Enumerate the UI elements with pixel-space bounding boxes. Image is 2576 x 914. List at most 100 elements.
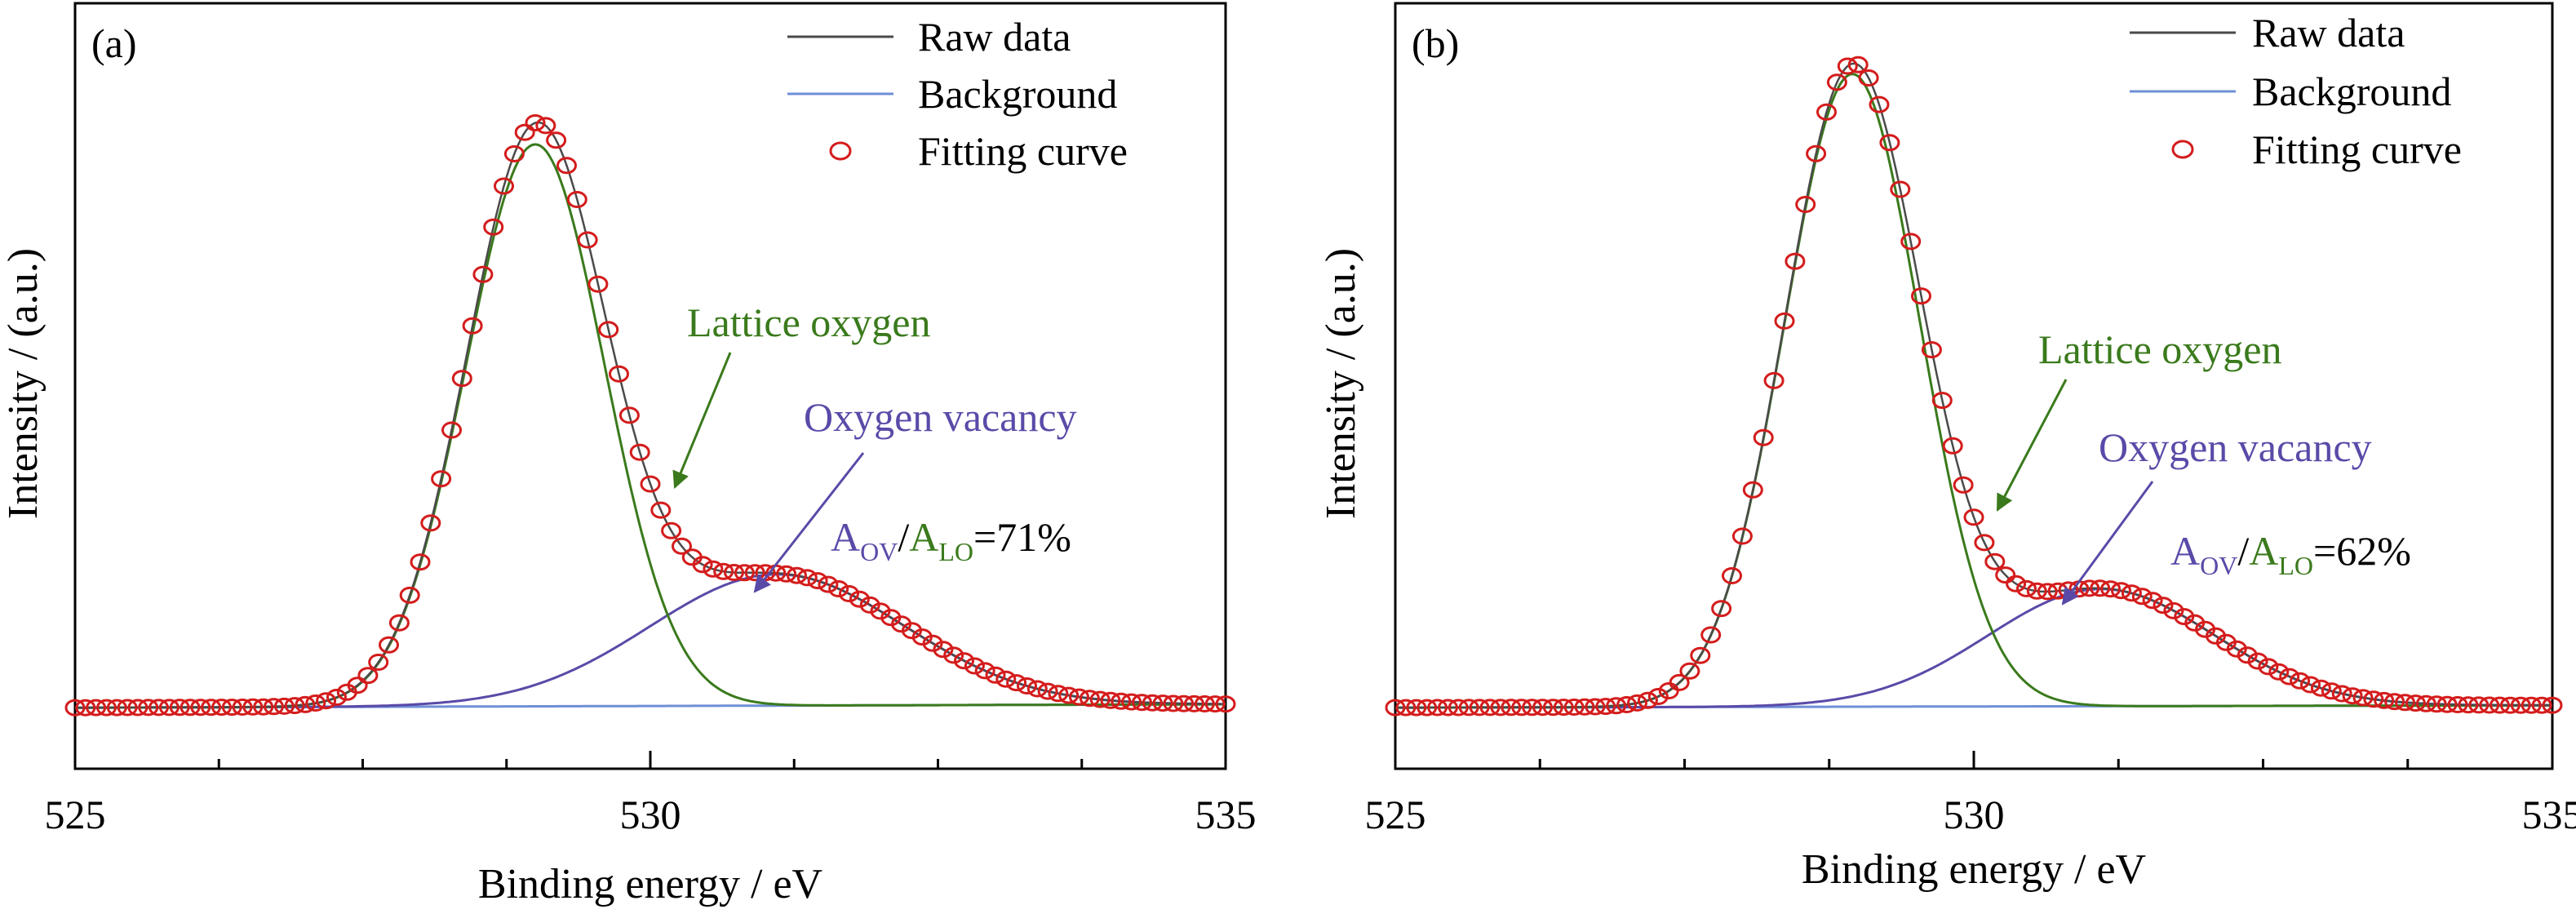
- fitting-curve-point: [211, 699, 232, 717]
- annotation-oxygen-vacancy: Oxygen vacancy: [2061, 424, 2372, 606]
- fitting-curve-point: [1026, 680, 1048, 698]
- fitting-curve-point: [347, 677, 368, 694]
- fitting-curve-point: [2374, 691, 2395, 709]
- fitting-curve-point: [420, 514, 441, 532]
- fitting-curve-point: [494, 177, 514, 195]
- fitting-curve-point: [1532, 699, 1553, 717]
- fitting-curve-point: [2468, 696, 2490, 714]
- legend-label-fitting-curve: Fitting curve: [2252, 126, 2462, 172]
- ratio-slash: /: [2237, 528, 2249, 574]
- fitting-curve-point: [1522, 699, 1543, 717]
- fitting-curve-point: [2237, 646, 2258, 664]
- fitting-curve-point: [985, 666, 1006, 684]
- fitting-curve-point: [242, 698, 264, 716]
- fitting-curve-point: [1479, 699, 1501, 717]
- x-axis: 525 530 535: [1365, 751, 2576, 837]
- fitting-curve-point: [1616, 696, 1638, 713]
- legend-label-background: Background: [918, 71, 1117, 117]
- x-tick-label: 535: [1195, 792, 1257, 837]
- fitting-curve-point: [1911, 287, 1931, 305]
- fitting-curve-point: [1184, 694, 1204, 712]
- x-tick-label: 530: [620, 792, 681, 837]
- annotation-lattice-oxygen: Lattice oxygen: [672, 299, 931, 489]
- fitting-curve-point: [713, 562, 734, 580]
- fitting-curve-point: [305, 694, 326, 712]
- fitting-curve-point: [1890, 180, 1911, 198]
- ratio-sub-lo: LO: [938, 537, 973, 566]
- fitting-curve-point: [368, 654, 389, 671]
- ratio-value: =62%: [2313, 528, 2411, 574]
- fitting-curve-point: [1194, 695, 1215, 712]
- fitting-curve-point: [2100, 580, 2122, 598]
- fitting-curve-point: [1142, 694, 1163, 712]
- fitting-curve-point: [357, 667, 379, 685]
- fitting-curve-point: [1438, 699, 1458, 717]
- fitting-curve-point: [2279, 668, 2300, 686]
- fitting-curve-point: [1553, 699, 1574, 717]
- fitting-curve-point: [2300, 676, 2321, 694]
- fitting-curve-point: [1089, 690, 1111, 708]
- fitting-curve-point: [692, 556, 713, 574]
- fitting-curve-point: [566, 191, 587, 208]
- fitting-curve-point: [1753, 428, 1774, 446]
- fitting-curve-point: [619, 406, 640, 424]
- x-tick-label: 530: [1944, 792, 2005, 837]
- fitting-curve-point: [1100, 691, 1121, 709]
- annotation-vacancy-arrow: [2061, 481, 2154, 606]
- fitting-curve-point: [316, 692, 337, 710]
- fitting-curve-point: [1490, 699, 1511, 717]
- fitting-curve-point: [2490, 696, 2510, 714]
- ratio-a2: A: [909, 514, 938, 560]
- fitting-curve-point: [264, 698, 284, 716]
- fitting-curve-point: [2090, 579, 2111, 597]
- fitting-curve-point: [253, 698, 274, 716]
- fitting-curve-point: [2521, 696, 2542, 714]
- fitting-curve-point: [1595, 698, 1616, 716]
- fitting-curve-point: [2342, 687, 2363, 705]
- fitting-curve-point: [1995, 566, 2016, 584]
- fitting-curve-point: [525, 114, 546, 131]
- annotation-oxygen-vacancy: Oxygen vacancy: [753, 394, 1077, 593]
- fitting-curve-point: [587, 275, 609, 293]
- fitting-curve-point: [2447, 696, 2468, 713]
- fitting-curve-point: [1637, 691, 1658, 709]
- fitting-curve-point: [2310, 679, 2331, 697]
- fitting-curve-point: [1974, 534, 1995, 552]
- fitting-curve-point: [974, 662, 995, 680]
- legend-label-fitting-curve: Fitting curve: [918, 128, 1128, 174]
- fitting-curve-point: [232, 699, 253, 716]
- fitting-curve-point: [598, 321, 619, 339]
- legend-label-background: Background: [2252, 69, 2451, 114]
- legend-label-raw-data: Raw data: [2252, 10, 2405, 55]
- annotation-lattice-arrow: [672, 352, 732, 489]
- fitting-curve-point: [295, 695, 316, 713]
- fitting-curve-point: [326, 689, 347, 706]
- annotation-lattice-text: Lattice oxygen: [2038, 326, 2282, 372]
- fitting-curve-point: [1458, 699, 1479, 717]
- fitting-curve-point: [451, 370, 472, 388]
- fitting-curve-point: [1669, 673, 1690, 691]
- series-raw-data: [75, 121, 1226, 709]
- fitting-curve-point: [2121, 584, 2142, 602]
- fitting-curve-point: [2268, 663, 2290, 681]
- y-axis-title: Intensity / (a.u.): [0, 248, 47, 519]
- annotation-vacancy-text: Oxygen vacancy: [2099, 424, 2372, 470]
- panel-label: (a): [91, 20, 137, 66]
- legend: Raw data Background Fitting curve: [787, 14, 1128, 174]
- fitting-curve-point: [180, 699, 201, 717]
- fitting-curve-point: [201, 699, 222, 717]
- fitting-curve-point: [1448, 699, 1469, 717]
- fitting-curve-point: [1858, 69, 1879, 87]
- fitting-curve-point: [472, 265, 494, 283]
- fitting-curve-point: [149, 699, 169, 717]
- fitting-curve-point: [828, 580, 849, 597]
- fitting-curve-point: [1984, 552, 2006, 570]
- fitting-curve-point: [849, 590, 870, 608]
- fitting-curve-point: [1942, 437, 1963, 455]
- fitting-curve-point: [1806, 144, 1827, 162]
- fitting-curve-point: [2111, 582, 2131, 600]
- fitting-curve-point: [399, 586, 420, 604]
- fitting-curve-point: [650, 501, 672, 519]
- fitting-curve-point: [1469, 699, 1490, 717]
